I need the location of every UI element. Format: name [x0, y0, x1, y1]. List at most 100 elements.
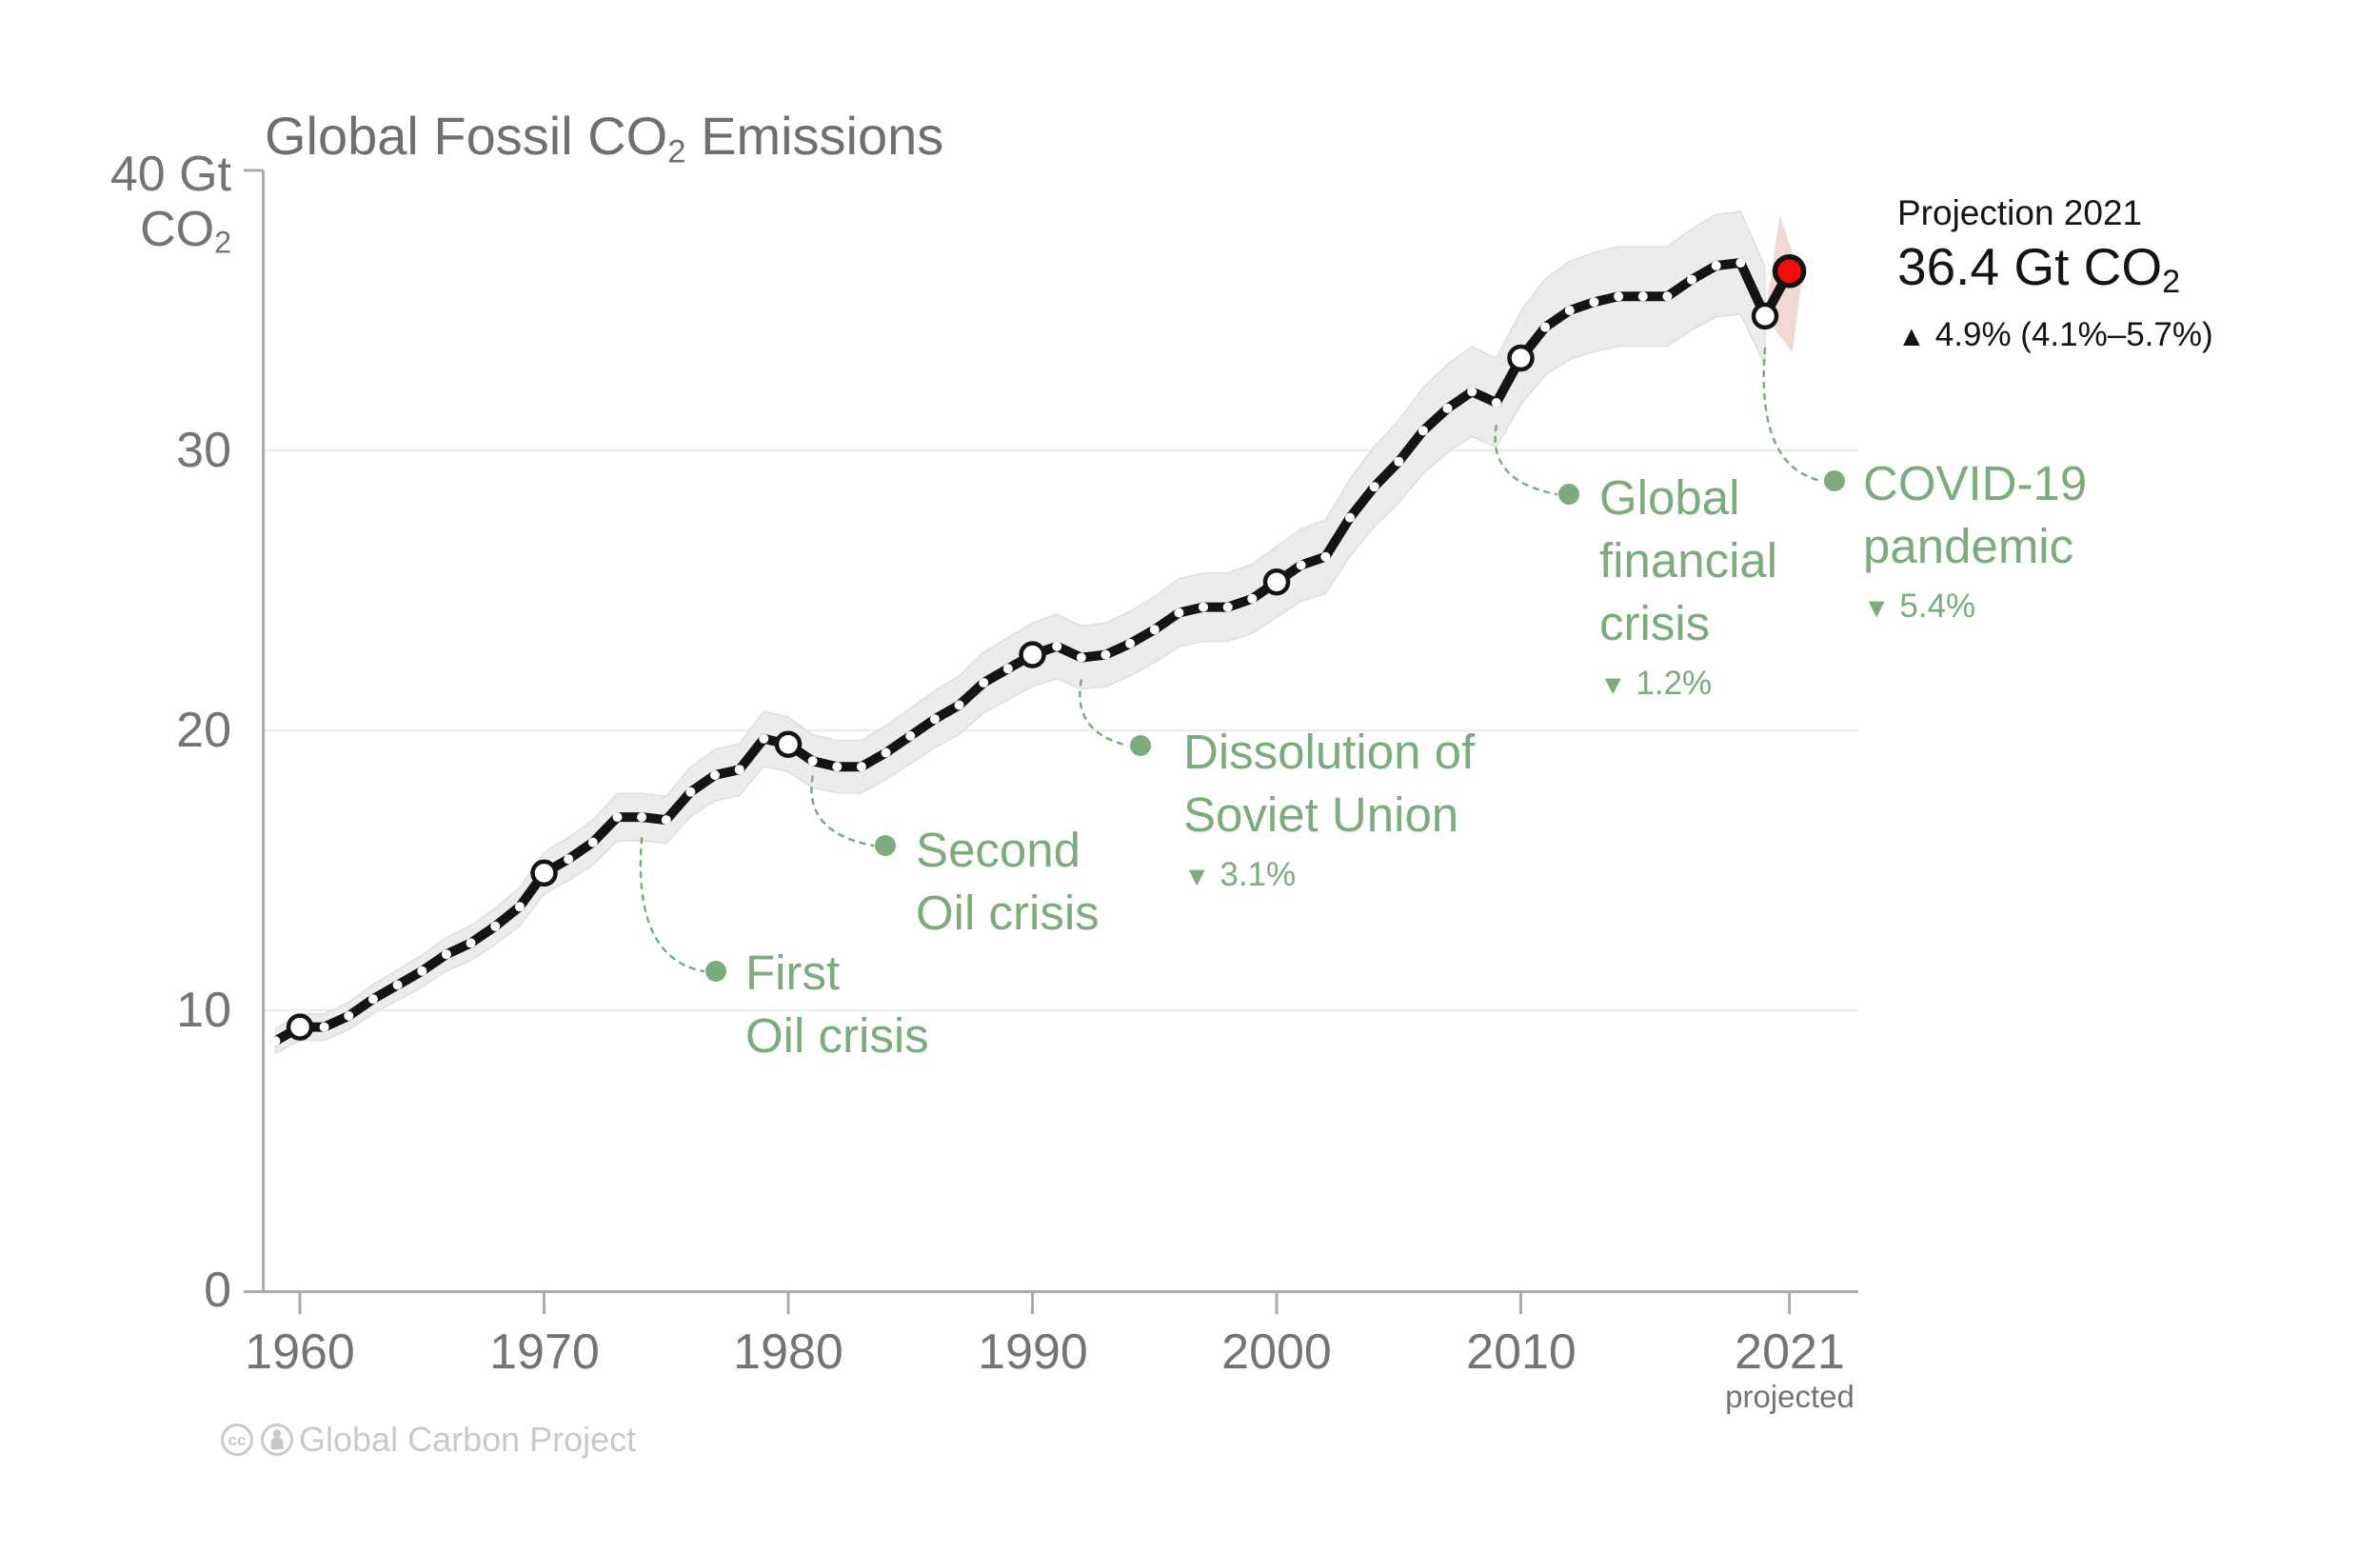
y-axis-unit-co: CO	[140, 202, 215, 257]
annotation-second-oil-crisis: Second Oil crisis	[916, 819, 1100, 945]
year-dot-2002	[1320, 551, 1331, 562]
year-dot-1975	[661, 815, 671, 826]
year-dot-1989	[1002, 664, 1013, 674]
annotation-line: crisis	[1599, 596, 1711, 650]
projection-value: 36.4 Gt CO2	[1897, 235, 2213, 313]
x-tick-label-1970: 1970	[489, 1325, 600, 1380]
annotation-line: Global	[1599, 470, 1740, 525]
cc-by-icon	[261, 1424, 293, 1456]
year-dot-1976	[685, 787, 696, 797]
y-axis-unit-label: 40 Gt CO2	[29, 147, 231, 270]
year-dot-2017	[1687, 274, 1696, 285]
x-tick-sublabel-projected: projected	[1725, 1379, 1854, 1414]
projection-change: ▲ 4.9% (4.1%–5.7%)	[1897, 313, 2213, 359]
down-triangle-icon: ▼	[1599, 670, 1627, 701]
x-tick-label-2010: 2010	[1466, 1325, 1577, 1380]
year-dot-1972	[587, 837, 598, 847]
year-dot-2009	[1491, 398, 1501, 408]
x-tick-label-1960: 1960	[245, 1325, 355, 1380]
annotation-connector-second-oil-crisis	[810, 775, 875, 847]
year-dot-2007	[1442, 403, 1453, 413]
annotation-connector-global-financial-crisis	[1494, 424, 1558, 496]
annotation-bullet-global-financial-crisis	[1558, 484, 1579, 505]
source-credit-text: Global Carbon Project	[299, 1420, 637, 1459]
year-dot-1987	[954, 700, 964, 710]
decade-marker-2000	[1262, 568, 1291, 596]
chart-title-suffix: Emissions	[685, 106, 944, 166]
annotation-dissolution-soviet-union: Dissolution of Soviet Union ▼ 3.1%	[1183, 721, 1475, 900]
year-dot-1985	[905, 730, 916, 741]
x-tick-label-1990: 1990	[978, 1325, 1088, 1380]
year-dot-2015	[1637, 291, 1648, 302]
year-dot-2018	[1711, 261, 1721, 270]
annotation-line: financial	[1599, 533, 1778, 588]
annotation-change-value: 1.2%	[1636, 665, 1713, 702]
annotation-change-value: 5.4%	[1899, 588, 1976, 625]
x-tick-label-1980: 1980	[733, 1325, 843, 1380]
year-dot-2013	[1589, 297, 1599, 308]
y-tick-label-30: 30	[176, 423, 231, 478]
year-dot-1992	[1076, 652, 1086, 663]
annotation-change: ▼ 5.4%	[1863, 584, 2087, 631]
year-dot-1963	[367, 994, 378, 1005]
y-tick-label-20: 20	[176, 703, 231, 758]
year-dot-1988	[979, 678, 989, 687]
annotation-bullet-dissolution-soviet-union	[1130, 735, 1151, 756]
year-dot-1984	[881, 747, 891, 758]
year-dot-2012	[1564, 306, 1575, 315]
year-dot-2003	[1345, 512, 1355, 523]
year-dot-2005	[1394, 456, 1404, 467]
annotation-first-oil-crisis: First Oil crisis	[745, 942, 929, 1067]
year-dot-2006	[1418, 426, 1428, 436]
year-dot-1979	[759, 733, 769, 744]
y-axis-unit-line1: 40 Gt	[109, 147, 231, 202]
projection-label: Projection 2021	[1897, 193, 2143, 232]
year-dot-2016	[1662, 291, 1673, 302]
year-dot-1999	[1247, 593, 1258, 604]
year-dot-1977	[710, 770, 720, 780]
year-dot-1959	[270, 1036, 281, 1046]
y-tick-label-10: 10	[176, 983, 231, 1038]
y-axis-unit-subscript: 2	[214, 225, 231, 260]
year-dot-1969	[514, 902, 525, 912]
year-dot-2004	[1369, 482, 1379, 492]
svg-text:cc: cc	[228, 1431, 247, 1449]
projection-value-subscript: 2	[2162, 264, 2181, 301]
annotation-line: Soviet Union	[1183, 787, 1459, 842]
year-dot-1993	[1101, 649, 1111, 660]
year-dot-1968	[490, 921, 501, 931]
year-dot-1998	[1222, 602, 1233, 612]
decade-marker-1990	[1019, 641, 1046, 668]
year-dot-2001	[1296, 560, 1306, 570]
year-dot-1967	[466, 938, 476, 948]
decade-marker-1980	[774, 730, 803, 758]
up-triangle-icon: ▲	[1897, 321, 1926, 353]
year-dot-1995	[1149, 625, 1160, 635]
year-dot-1965	[417, 966, 427, 976]
year-dot-1996	[1174, 608, 1184, 618]
projection-value-text: 36.4 Gt CO	[1897, 237, 2163, 296]
year-dot-1974	[637, 812, 647, 823]
year-dot-1961	[319, 1022, 329, 1032]
year-dot-2011	[1540, 322, 1551, 332]
annotation-connector-first-oil-crisis	[639, 836, 705, 973]
x-tick-label-2000: 2000	[1221, 1325, 1332, 1380]
year-dot-1991	[1052, 641, 1062, 651]
chart-title-subscript: 2	[667, 133, 686, 170]
annotation-bullet-first-oil-crisis	[705, 961, 726, 982]
annotation-covid-19-pandemic: COVID-19 pandemic ▼ 5.4%	[1863, 452, 2087, 631]
annotation-connector-dissolution-soviet-union	[1079, 679, 1130, 747]
projection-dot	[1772, 254, 1807, 289]
projection-change-value: 4.9% (4.1%–5.7%)	[1934, 316, 2213, 354]
year-dot-1962	[344, 1010, 354, 1021]
decade-marker-1970	[530, 859, 558, 887]
year-dot-1982	[832, 762, 843, 772]
year-dot-1983	[856, 762, 866, 772]
projection-callout: Projection 2021 36.4 Gt CO2 ▲ 4.9% (4.1%–…	[1897, 191, 2213, 359]
annotation-line: Dissolution of	[1183, 725, 1476, 779]
cc-icon: cc	[221, 1424, 253, 1456]
year-dot-1973	[612, 812, 623, 823]
chart-title-text: Global Fossil CO	[265, 106, 668, 166]
